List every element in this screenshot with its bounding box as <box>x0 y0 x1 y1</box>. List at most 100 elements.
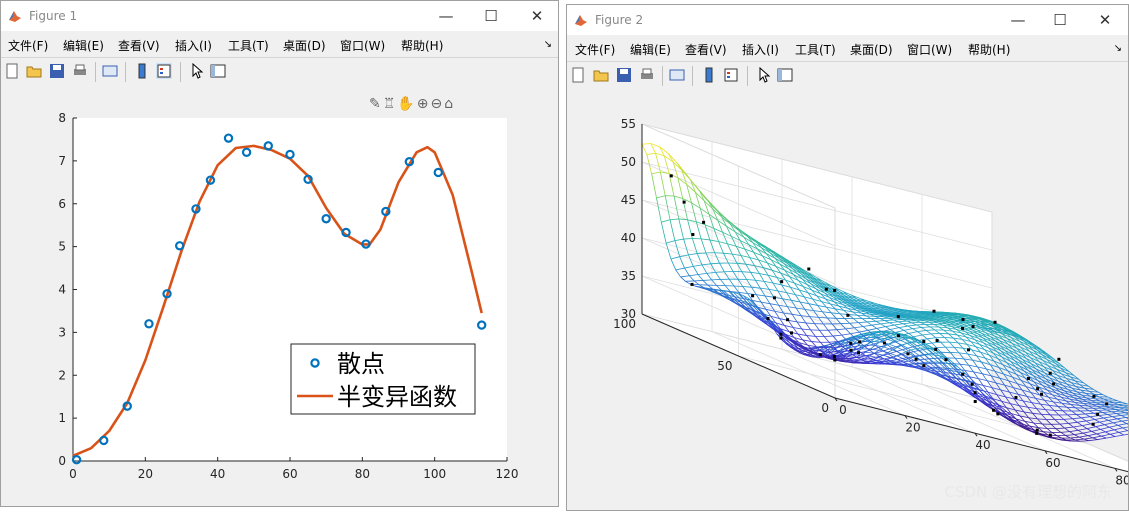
mesh-line <box>882 331 887 332</box>
menu-expand-icon[interactable]: ↘ <box>1114 43 1122 54</box>
mesh-line <box>1108 420 1113 422</box>
mesh-line <box>991 341 1000 345</box>
mesh-line <box>1103 412 1112 413</box>
mesh-line <box>1100 422 1105 425</box>
maximize-button[interactable]: ☐ <box>1051 11 1069 29</box>
mesh-line <box>1122 421 1127 424</box>
mesh-line <box>1087 429 1092 432</box>
print-icon[interactable] <box>72 63 88 79</box>
mesh-line <box>1033 413 1042 414</box>
mesh-line <box>1064 419 1069 423</box>
mesh-line <box>958 316 963 317</box>
menu-tools[interactable]: 工具(T) <box>795 41 836 58</box>
open-folder-icon[interactable] <box>593 67 609 83</box>
minimize-button[interactable]: — <box>437 7 455 25</box>
mesh-line <box>1078 429 1087 431</box>
minimize-button[interactable]: — <box>1009 11 1027 29</box>
sample-point <box>897 315 900 318</box>
menu-file[interactable]: 文件(F) <box>575 41 615 58</box>
menu-help[interactable]: 帮助(H) <box>401 37 443 54</box>
property-editor-icon[interactable] <box>777 67 793 83</box>
menu-help[interactable]: 帮助(H) <box>968 41 1010 58</box>
colorbar-icon[interactable] <box>134 63 150 79</box>
toolbar-separator <box>95 62 96 82</box>
sample-point <box>922 340 925 343</box>
mesh-line <box>1112 417 1117 419</box>
sample-point <box>1092 423 1095 426</box>
new-file-icon[interactable] <box>570 67 586 83</box>
menu-insert[interactable]: 插入(I) <box>742 41 779 58</box>
sample-point <box>1040 393 1043 396</box>
link-plot-icon[interactable] <box>669 67 685 83</box>
mesh-line <box>1059 415 1064 419</box>
toolbar-separator <box>125 62 126 82</box>
toolbar-separator <box>747 66 748 86</box>
figure1-titlebar[interactable]: Figure 1 — ☐ ✕ <box>1 1 558 31</box>
menu-tools[interactable]: 工具(T) <box>228 37 269 54</box>
mesh-line <box>1098 438 1107 439</box>
open-folder-icon[interactable] <box>26 63 42 79</box>
mesh-line <box>1096 427 1101 430</box>
mesh-line <box>909 364 914 365</box>
mesh-line <box>1045 410 1050 415</box>
close-button[interactable]: ✕ <box>528 7 546 25</box>
sample-point <box>825 288 828 291</box>
mesh-line <box>1119 432 1124 435</box>
mesh-line <box>1006 334 1011 335</box>
menu-insert[interactable]: 插入(I) <box>175 37 212 54</box>
mesh-line <box>1100 420 1109 422</box>
close-button[interactable]: ✕ <box>1096 11 1114 29</box>
mesh-line <box>1073 427 1078 430</box>
figure2-menubar: 文件(F) 编辑(E) 查看(V) 插入(I) 工具(T) 桌面(D) 窗口(W… <box>567 35 1128 61</box>
new-file-icon[interactable] <box>4 63 20 79</box>
mesh-line <box>1079 437 1084 439</box>
mesh-line <box>1105 432 1110 434</box>
property-editor-icon[interactable] <box>210 63 226 79</box>
mesh-line <box>1072 419 1077 423</box>
colorbar-icon[interactable] <box>701 67 717 83</box>
x-tick-label: 0 <box>839 403 847 417</box>
mesh-line <box>926 330 935 331</box>
pointer-icon[interactable] <box>756 67 772 83</box>
mesh-line <box>1069 423 1074 427</box>
save-icon[interactable] <box>49 63 65 79</box>
sample-point <box>683 201 686 204</box>
menu-desktop[interactable]: 桌面(D) <box>850 41 893 58</box>
menu-edit[interactable]: 编辑(E) <box>630 41 671 58</box>
mesh-line <box>1118 404 1127 405</box>
mesh-line <box>1079 436 1088 437</box>
maximize-button[interactable]: ☐ <box>482 7 500 25</box>
mesh-line <box>1099 415 1108 416</box>
pointer-icon[interactable] <box>189 63 205 79</box>
menu-edit[interactable]: 编辑(E) <box>63 37 104 54</box>
sample-point <box>819 353 822 356</box>
mesh-line <box>1118 424 1127 426</box>
figure2-titlebar[interactable]: Figure 2 — ☐ ✕ <box>567 5 1128 35</box>
mesh-line <box>1045 410 1054 411</box>
sample-point <box>780 280 783 283</box>
menu-window[interactable]: 窗口(W) <box>340 37 385 54</box>
y-tick-label: 7 <box>58 154 66 168</box>
sample-point <box>858 340 861 343</box>
mesh-line <box>1122 420 1128 421</box>
matlab-logo-icon <box>7 8 23 24</box>
menu-window[interactable]: 窗口(W) <box>907 41 952 58</box>
sample-point <box>702 221 705 224</box>
print-icon[interactable] <box>639 67 655 83</box>
menu-file[interactable]: 文件(F) <box>8 37 48 54</box>
legend-icon[interactable] <box>723 67 739 83</box>
menu-expand-icon[interactable]: ↘ <box>544 39 552 50</box>
menu-view[interactable]: 查看(V) <box>685 41 727 58</box>
link-plot-icon[interactable] <box>102 63 118 79</box>
mesh-line <box>1023 365 1032 369</box>
sample-point <box>833 358 836 361</box>
sample-point <box>1014 396 1017 399</box>
mesh-line <box>937 347 946 348</box>
menu-desktop[interactable]: 桌面(D) <box>283 37 326 54</box>
save-icon[interactable] <box>616 67 632 83</box>
sample-point <box>967 348 970 351</box>
menu-view[interactable]: 查看(V) <box>118 37 160 54</box>
mesh-line <box>1061 432 1070 433</box>
mesh-line <box>1076 415 1081 418</box>
legend-icon[interactable] <box>156 63 172 79</box>
